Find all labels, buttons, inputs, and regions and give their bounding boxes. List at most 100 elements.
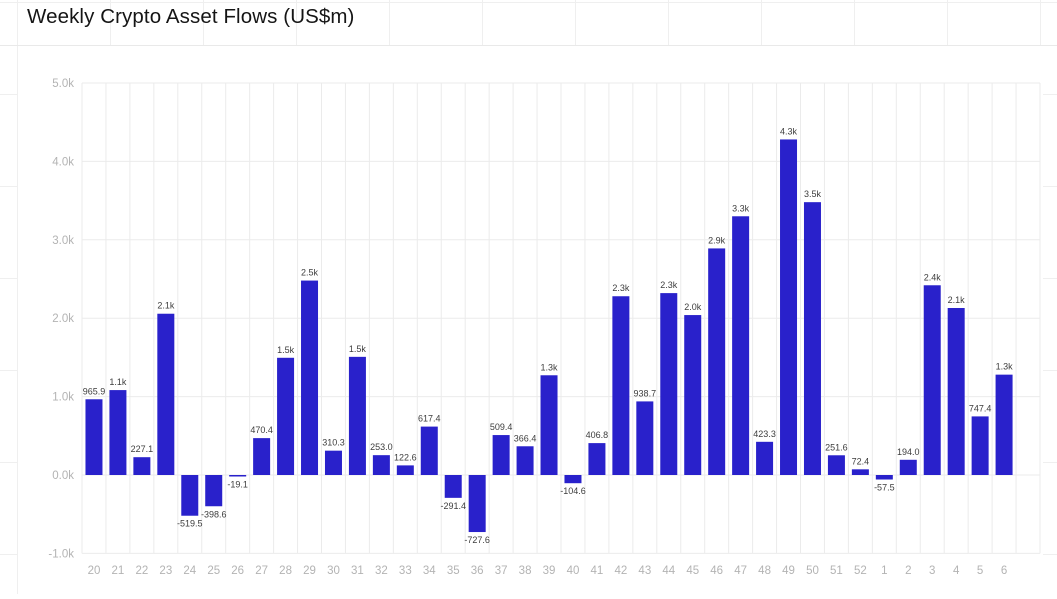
bar-value-label: 227.1 <box>131 444 154 454</box>
bar <box>732 216 750 475</box>
bar-value-label: 251.6 <box>825 442 848 452</box>
x-axis-tick-label: 5 <box>977 565 983 577</box>
bar-value-label: 4.3k <box>780 126 798 136</box>
bar-value-label: 2.5k <box>301 268 319 278</box>
bar-value-label: 72.4 <box>852 456 870 466</box>
bar <box>85 399 103 475</box>
bar <box>396 465 414 475</box>
bar-value-label: 122.6 <box>394 452 417 462</box>
bar <box>827 455 845 475</box>
x-axis-tick-label: 43 <box>638 565 651 577</box>
x-axis-tick-label: 32 <box>375 565 388 577</box>
y-axis-tick-label: 0.0k <box>52 470 74 482</box>
x-axis-tick-label: 31 <box>351 565 364 577</box>
x-axis-tick-label: 51 <box>830 565 843 577</box>
x-axis-tick-label: 44 <box>662 565 675 577</box>
bar <box>420 426 438 475</box>
x-axis-tick-label: 29 <box>303 565 316 577</box>
bar-value-label: 1.1k <box>109 377 127 387</box>
x-axis-tick-label: 27 <box>255 565 268 577</box>
x-axis-tick-label: 36 <box>471 565 484 577</box>
bar <box>971 416 989 475</box>
y-axis-tick-label: 2.0k <box>52 313 74 325</box>
x-axis-tick-label: 24 <box>183 565 196 577</box>
x-axis-tick-label: 52 <box>854 565 867 577</box>
bar <box>995 374 1013 475</box>
x-axis-tick-label: 47 <box>734 565 747 577</box>
chart-title: Weekly Crypto Asset Flows (US$m) <box>27 5 355 28</box>
bar-value-label: 366.4 <box>514 433 537 443</box>
bar-value-label: 938.7 <box>634 388 657 398</box>
x-axis-tick-label: 1 <box>881 565 887 577</box>
x-axis-tick-label: 33 <box>399 565 412 577</box>
bar-chart: -1.0k 0.0k 1.0k 2.0k 3.0k 4.0k 5.0k 965.9 20 1.1k… <box>48 78 1041 577</box>
bar <box>684 315 702 475</box>
bar-value-label: 310.3 <box>322 438 345 448</box>
x-axis-tick-label: 22 <box>135 565 148 577</box>
x-axis-tick-label: 6 <box>1001 565 1007 577</box>
x-axis-tick-label: 39 <box>543 565 556 577</box>
bar <box>253 438 271 475</box>
bar <box>157 313 175 475</box>
x-axis-tick-label: 42 <box>614 565 627 577</box>
bar <box>564 475 582 484</box>
bar <box>851 469 869 475</box>
bar-value-label: 617.4 <box>418 414 441 424</box>
bar <box>372 455 390 475</box>
bar <box>660 293 678 475</box>
bar <box>636 401 654 475</box>
x-axis-tick-label: 50 <box>806 565 819 577</box>
x-axis-tick-label: 35 <box>447 565 460 577</box>
x-axis-tick-label: 37 <box>495 565 508 577</box>
bar-value-label: 470.4 <box>250 425 273 435</box>
bar <box>540 375 558 475</box>
bar <box>205 475 223 507</box>
bar-value-label: 2.4k <box>924 272 942 282</box>
y-axis-tick-label: -1.0k <box>48 548 74 560</box>
x-axis-tick-label: 2 <box>905 565 911 577</box>
bar-value-label: -104.6 <box>560 486 586 496</box>
bar-value-label: 2.3k <box>612 283 630 293</box>
bar <box>516 446 534 475</box>
x-axis-tick-label: 40 <box>567 565 580 577</box>
bar <box>492 435 510 475</box>
bar-value-label: 406.8 <box>586 430 609 440</box>
x-axis-tick-label: 38 <box>519 565 532 577</box>
bar <box>229 475 247 477</box>
bar-value-label: 2.3k <box>660 280 678 290</box>
x-axis-tick-label: 49 <box>782 565 795 577</box>
bar-value-label: 509.4 <box>490 422 513 432</box>
y-axis-tick-label: 4.0k <box>52 156 74 168</box>
y-axis-tick-label: 3.0k <box>52 235 74 247</box>
bar-value-label: -398.6 <box>201 509 227 519</box>
bar-value-label: 423.3 <box>753 429 776 439</box>
bar-value-label: 1.3k <box>541 362 559 372</box>
chart-card: -1.0k 0.0k 1.0k 2.0k 3.0k 4.0k 5.0k 965.9 20 1.1k… <box>18 46 1043 594</box>
x-axis-tick-label: 3 <box>929 565 935 577</box>
bar <box>803 202 821 475</box>
x-axis-tick-label: 45 <box>686 565 699 577</box>
x-axis-tick-label: 41 <box>591 565 604 577</box>
bar-value-label: 3.5k <box>804 189 822 199</box>
x-axis-tick-label: 20 <box>88 565 101 577</box>
bar-value-label: 2.1k <box>948 295 966 305</box>
bar <box>875 475 893 480</box>
bar-value-label: -291.4 <box>440 501 466 511</box>
bar-value-label: 194.0 <box>897 447 920 457</box>
bar <box>133 457 151 475</box>
x-axis-tick-label: 34 <box>423 565 436 577</box>
bar-value-label: -19.1 <box>227 479 248 489</box>
bar-value-label: 2.1k <box>157 301 175 311</box>
bar <box>588 443 606 475</box>
bar-value-label: 3.3k <box>732 203 750 213</box>
x-axis-tick-label: 23 <box>159 565 172 577</box>
x-axis-tick-label: 21 <box>112 565 125 577</box>
bar <box>780 139 798 475</box>
bar-value-label: -57.5 <box>874 483 895 493</box>
y-axis-tick-label: 5.0k <box>52 78 74 90</box>
bar-value-label: 2.9k <box>708 235 726 245</box>
bar <box>923 285 941 475</box>
x-axis-tick-label: 25 <box>207 565 220 577</box>
bar <box>444 475 462 498</box>
